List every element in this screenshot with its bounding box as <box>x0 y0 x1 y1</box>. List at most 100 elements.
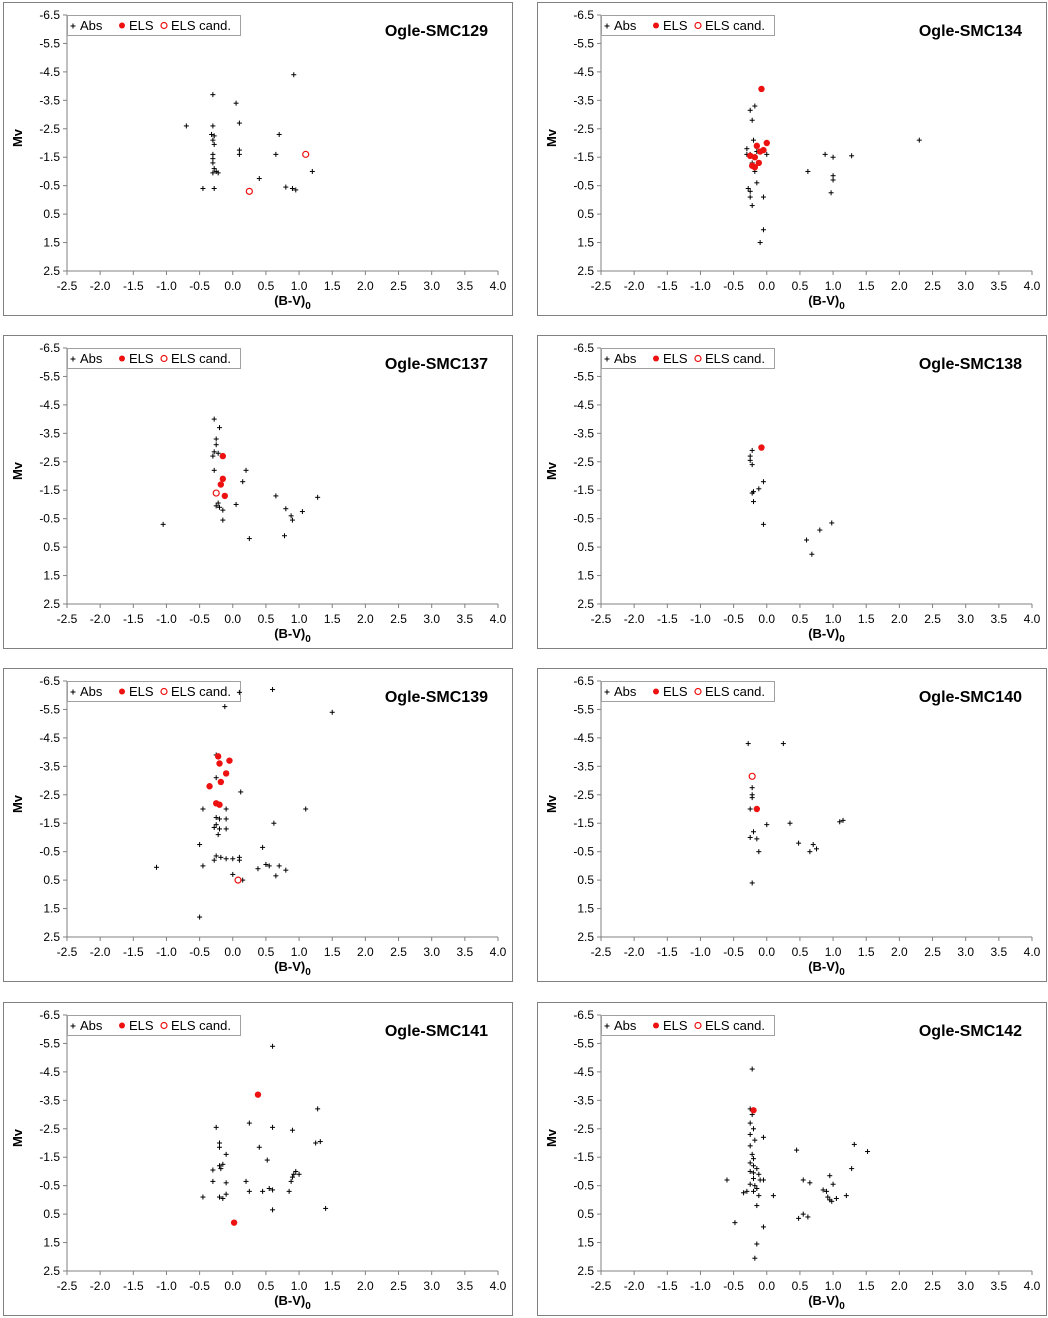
abs-point <box>218 854 224 860</box>
y-tick-label: -1.5 <box>573 483 594 497</box>
abs-point <box>796 1215 802 1221</box>
abs-point <box>760 1177 766 1183</box>
abs-point <box>160 521 166 527</box>
y-axis-label: Mv <box>10 1128 25 1147</box>
scatter-chart: -6.5-5.5-4.5-3.5-2.5-1.5-0.50.51.52.5-2.… <box>544 674 1041 978</box>
abs-point <box>752 1137 758 1143</box>
x-tick-label: -2.0 <box>90 279 111 293</box>
abs-point <box>220 517 226 523</box>
abs-point <box>754 1186 760 1192</box>
abs-point <box>217 1140 223 1146</box>
abs-point <box>266 1186 272 1192</box>
abs-point <box>843 1193 849 1199</box>
abs-point <box>213 442 219 448</box>
y-tick-label: -4.5 <box>573 1065 594 1079</box>
x-tick-label: -1.5 <box>657 1279 678 1293</box>
abs-point <box>744 1188 750 1194</box>
abs-point <box>210 1167 216 1173</box>
legend: Abs ELS ELS cand. <box>601 15 775 36</box>
abs-point <box>243 1178 249 1184</box>
abs-point <box>800 1211 806 1217</box>
y-tick-label: -4.5 <box>573 398 594 412</box>
abs-point <box>238 789 244 795</box>
x-tick-label: 3.0 <box>957 612 974 626</box>
abs-point <box>213 815 219 821</box>
abs-point <box>270 1124 276 1130</box>
x-tick-label: 2.0 <box>357 945 374 959</box>
y-tick-label: 0.5 <box>577 1207 594 1221</box>
legend-abs-marker <box>70 23 76 29</box>
els-point <box>760 146 767 154</box>
abs-point <box>837 819 843 825</box>
x-tick-label: 0.0 <box>758 1279 775 1293</box>
abs-point <box>760 521 766 527</box>
x-tick-label: 3.0 <box>423 279 440 293</box>
abs-point <box>210 151 216 157</box>
els-point <box>216 760 223 767</box>
abs-point <box>220 1161 226 1167</box>
x-tick-label: 4.0 <box>490 1279 507 1293</box>
y-tick-label: -5.5 <box>39 702 60 716</box>
abs-point <box>833 1195 839 1201</box>
abs-point <box>749 1151 755 1157</box>
y-tick-label: -0.5 <box>39 179 60 193</box>
abs-point <box>200 806 206 812</box>
y-tick-label: -0.5 <box>573 512 594 526</box>
abs-point <box>820 1187 826 1193</box>
y-tick-label: 2.5 <box>577 930 594 944</box>
abs-point <box>817 527 823 533</box>
y-tick-label: -2.5 <box>573 122 594 136</box>
y-axis-label: Mv <box>10 794 25 813</box>
abs-point <box>751 1126 757 1132</box>
y-tick-label: -0.5 <box>39 845 60 859</box>
abs-point <box>830 1181 836 1187</box>
x-tick-label: 2.0 <box>891 612 908 626</box>
abs-point <box>752 103 758 109</box>
x-tick-label: -1.5 <box>657 612 678 626</box>
x-tick-label: -1.0 <box>156 945 177 959</box>
abs-point <box>865 1149 871 1155</box>
abs-point <box>756 486 762 492</box>
abs-point <box>780 741 786 747</box>
els-point <box>214 753 222 760</box>
abs-point <box>210 156 216 162</box>
x-tick-label: 2.5 <box>390 612 407 626</box>
abs-point <box>323 1205 329 1211</box>
abs-point <box>217 816 223 822</box>
y-tick-label: 0.5 <box>577 207 594 221</box>
abs-point <box>211 857 217 863</box>
y-tick-label: -2.5 <box>573 1122 594 1136</box>
y-tick-label: -4.5 <box>573 731 594 745</box>
abs-point <box>223 856 229 862</box>
legend-cand-label: ELS cand. <box>705 1018 765 1033</box>
x-tick-label: 1.5 <box>324 612 341 626</box>
legend-els-label: ELS <box>663 18 688 33</box>
chart-title: Ogle-SMC129 <box>385 23 488 40</box>
x-tick-label: -1.0 <box>690 945 711 959</box>
abs-point <box>223 816 229 822</box>
abs-point <box>233 100 239 106</box>
x-axis-label: (B-V)0 <box>808 1293 845 1312</box>
abs-point <box>217 1144 223 1150</box>
y-tick-label: 1.5 <box>43 236 60 250</box>
scatter-chart: -6.5-5.5-4.5-3.5-2.5-1.5-0.50.51.52.5-2.… <box>10 1008 507 1312</box>
abs-point <box>289 1127 295 1133</box>
legend-cand-marker <box>160 1021 168 1030</box>
legend-box <box>601 15 775 36</box>
abs-point <box>756 1171 762 1177</box>
y-tick-label: 0.5 <box>43 207 60 221</box>
abs-point <box>807 849 813 855</box>
abs-point <box>823 1188 829 1194</box>
els-point <box>763 139 770 147</box>
els-point <box>226 757 233 764</box>
legend-cand-label: ELS cand. <box>171 18 231 33</box>
legend-cand-marker <box>160 21 168 30</box>
abs-point <box>266 863 272 869</box>
y-tick-label: -1.5 <box>573 1150 594 1164</box>
chart-title: Ogle-SMC141 <box>385 1023 488 1040</box>
x-tick-label: -2.0 <box>624 1279 645 1293</box>
abs-point <box>183 123 189 129</box>
abs-point <box>223 826 229 832</box>
els-point <box>221 492 229 500</box>
abs-point <box>760 194 766 200</box>
